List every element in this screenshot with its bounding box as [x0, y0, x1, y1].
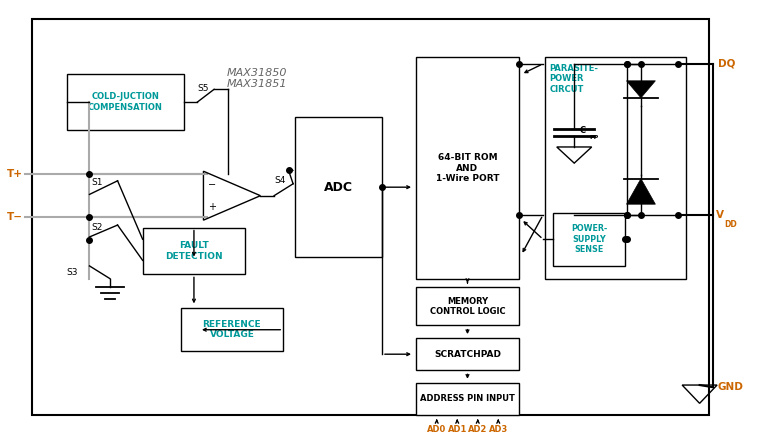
Text: 64-BIT ROM
AND
1-Wire PORT: 64-BIT ROM AND 1-Wire PORT — [435, 153, 499, 183]
Polygon shape — [626, 81, 656, 98]
Text: MAX31850
MAX31851: MAX31850 MAX31851 — [226, 68, 286, 90]
Text: COLD-JUCTION
COMPENSATION: COLD-JUCTION COMPENSATION — [88, 92, 163, 112]
Bar — [553, 213, 625, 266]
Bar — [33, 19, 709, 415]
Text: C: C — [580, 126, 586, 135]
Text: T+: T+ — [8, 170, 24, 180]
Text: ADDRESS PIN INPUT: ADDRESS PIN INPUT — [420, 394, 515, 403]
Text: S3: S3 — [66, 268, 78, 277]
Bar — [66, 74, 184, 130]
Text: S5: S5 — [197, 84, 209, 93]
Text: AD0: AD0 — [427, 426, 446, 434]
Text: REFERENCE
VOLTAGE: REFERENCE VOLTAGE — [202, 320, 261, 340]
Text: ADC: ADC — [324, 180, 353, 194]
Bar — [416, 287, 519, 326]
Text: SCRATCHPAD: SCRATCHPAD — [434, 350, 501, 359]
Text: T−: T− — [8, 212, 24, 222]
Bar — [180, 309, 283, 351]
Bar — [545, 57, 686, 279]
Text: POWER-
SUPPLY
SENSE: POWER- SUPPLY SENSE — [571, 225, 607, 254]
Text: S4: S4 — [274, 176, 286, 185]
Polygon shape — [626, 179, 656, 204]
Text: AD1: AD1 — [448, 426, 467, 434]
Text: S1: S1 — [92, 178, 103, 187]
Text: MEMORY
CONTROL LOGIC: MEMORY CONTROL LOGIC — [429, 297, 505, 316]
Bar — [416, 57, 519, 279]
Text: FAULT
DETECTION: FAULT DETECTION — [165, 241, 223, 261]
Text: V: V — [717, 210, 724, 220]
Text: +: + — [208, 201, 216, 212]
Bar — [416, 338, 519, 370]
Text: S2: S2 — [92, 223, 103, 232]
Bar — [416, 383, 519, 415]
Bar — [295, 117, 382, 257]
Text: AD2: AD2 — [468, 426, 487, 434]
Text: DD: DD — [724, 220, 736, 229]
Text: PARASITE-
POWER
CIRCUT: PARASITE- POWER CIRCUT — [549, 64, 598, 94]
Text: PP: PP — [590, 135, 599, 140]
Text: AD3: AD3 — [489, 426, 508, 434]
Bar — [143, 228, 245, 274]
Text: −: − — [208, 180, 216, 190]
Text: GND: GND — [718, 382, 743, 392]
Text: DQ: DQ — [718, 59, 735, 69]
